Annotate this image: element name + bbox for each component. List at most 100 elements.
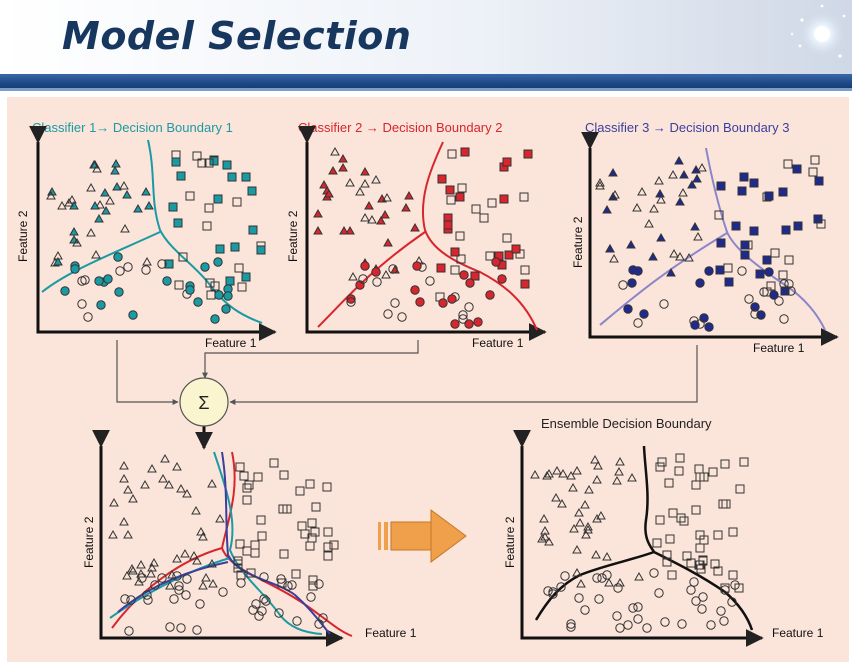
triangle-marker: [67, 194, 77, 204]
triangle-marker: [608, 167, 618, 177]
circle-marker: [181, 590, 191, 600]
square-marker: [307, 533, 317, 543]
connector-1: [116, 340, 179, 405]
triangle-marker: [602, 204, 612, 214]
square-marker: [244, 480, 254, 490]
classifier2-label: Classifier 2 → Decision Boundary 2: [298, 120, 502, 135]
triangle-marker: [537, 533, 547, 543]
square-marker: [520, 265, 530, 275]
square-marker: [665, 534, 675, 544]
triangle-marker: [69, 226, 79, 236]
triangle-marker: [198, 531, 208, 541]
circle-marker: [360, 261, 370, 271]
circle-marker: [597, 573, 607, 583]
triangle-marker: [655, 188, 665, 198]
circle-marker: [615, 623, 625, 633]
triangle-marker: [530, 469, 540, 479]
square-marker: [230, 242, 240, 252]
triangle-marker: [595, 177, 605, 187]
circle-marker: [77, 299, 87, 309]
square-marker: [204, 203, 214, 213]
square-marker: [695, 543, 705, 553]
circle-marker: [784, 279, 794, 289]
triangle-marker: [164, 479, 174, 489]
square-marker: [793, 221, 803, 231]
circle-marker: [165, 622, 175, 632]
circle-marker: [415, 297, 425, 307]
triangle-marker: [551, 492, 561, 502]
square-marker: [269, 458, 279, 468]
triangle-marker: [128, 565, 138, 575]
square-marker: [737, 186, 747, 196]
triangle-marker: [94, 213, 104, 223]
square-marker: [235, 539, 245, 549]
circle-marker: [259, 594, 269, 604]
triangle-marker: [632, 202, 642, 212]
plot5-ylabel: Feature 2: [503, 516, 517, 568]
square-marker: [479, 213, 489, 223]
circle-marker: [633, 266, 643, 276]
square-marker: [210, 281, 220, 291]
square-marker: [241, 272, 251, 282]
circle-marker: [677, 619, 687, 629]
circle-marker: [192, 625, 202, 635]
triangle-marker: [380, 209, 390, 219]
square-marker: [662, 557, 672, 567]
circle-marker: [744, 294, 754, 304]
square-marker: [246, 568, 256, 578]
circle-marker: [372, 277, 382, 287]
square-marker: [279, 549, 289, 559]
triangle-marker: [575, 517, 585, 527]
square-marker: [749, 226, 759, 236]
square-marker: [295, 486, 305, 496]
square-marker: [437, 174, 447, 184]
square-marker: [813, 214, 823, 224]
triangle-marker: [626, 239, 636, 249]
triangle-marker: [119, 516, 129, 526]
circle-marker: [259, 572, 269, 582]
square-marker: [323, 542, 333, 552]
circle-marker: [473, 317, 483, 327]
circle-marker: [642, 623, 652, 633]
square-marker: [485, 251, 495, 261]
square-marker: [460, 147, 470, 157]
circle-marker: [283, 581, 293, 591]
square-marker: [720, 459, 730, 469]
triangle-marker: [92, 163, 102, 173]
triangle-marker: [189, 550, 199, 560]
light-flare-icon: [790, 4, 846, 58]
square-marker: [307, 518, 317, 528]
plot5-axes: [513, 429, 764, 647]
circle-marker: [412, 261, 422, 271]
circle-marker: [390, 298, 400, 308]
square-marker: [248, 225, 258, 235]
triangle-marker: [207, 478, 217, 488]
plot2-ylabel: Feature 2: [286, 210, 300, 262]
plot4-axes: [92, 429, 344, 647]
circle-marker: [623, 620, 633, 630]
circle-marker: [491, 257, 501, 267]
triangle-marker: [109, 497, 119, 507]
square-marker: [234, 263, 244, 273]
triangle-marker: [552, 465, 562, 475]
triangle-marker: [192, 555, 202, 565]
circle-marker: [633, 318, 643, 328]
square-marker: [178, 252, 188, 262]
sum-symbol: Σ: [198, 393, 209, 413]
triangle-marker: [595, 180, 605, 190]
square-marker: [277, 578, 287, 588]
circle-marker: [425, 276, 435, 286]
square-marker: [662, 550, 672, 560]
square-marker: [209, 156, 219, 166]
triangle-marker: [120, 223, 130, 233]
circle-marker: [236, 578, 246, 588]
triangle-marker: [86, 182, 96, 192]
square-marker: [724, 277, 734, 287]
circle-marker: [124, 626, 134, 636]
circle-marker: [150, 580, 160, 590]
triangle-marker: [654, 175, 664, 185]
square-marker: [502, 233, 512, 243]
square-marker: [679, 516, 689, 526]
circle-marker: [447, 294, 457, 304]
circle-marker: [786, 286, 796, 296]
